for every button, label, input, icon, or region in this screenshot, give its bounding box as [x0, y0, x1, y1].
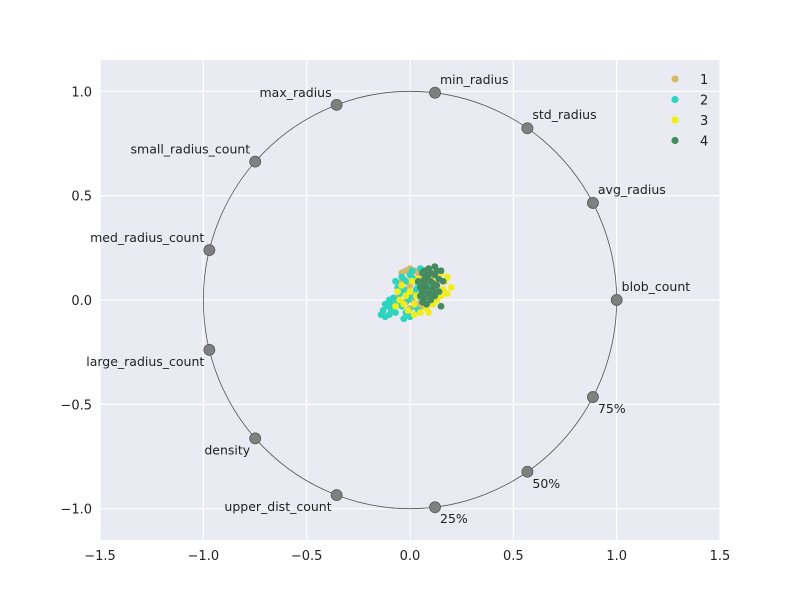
data-point-series-4	[423, 300, 430, 308]
data-point-series-3	[410, 311, 418, 319]
data-point-series-4	[421, 275, 428, 283]
anchor-point	[429, 86, 441, 99]
anchor-label: 50%	[532, 476, 560, 491]
anchor-label: large_radius_count	[86, 354, 204, 369]
data-point-series-3	[394, 288, 401, 296]
anchor-label: density	[204, 442, 250, 457]
x-tick-label: 1.5	[710, 549, 731, 564]
anchor-point	[249, 432, 262, 445]
data-point-series-4	[437, 302, 445, 310]
data-point-series-2	[377, 311, 385, 319]
data-point-series-3	[402, 292, 410, 300]
legend-marker-4	[671, 136, 679, 145]
data-point-series-3	[443, 273, 451, 281]
x-tick-label: −1.0	[188, 549, 220, 564]
anchor-point	[203, 244, 216, 257]
x-tick-label: −0.5	[291, 549, 323, 564]
anchor-label: max_radius	[259, 85, 331, 100]
data-point-series-3	[443, 290, 451, 298]
data-point-series-3	[425, 309, 432, 316]
x-tick-label: 0.5	[503, 549, 524, 564]
x-axis-ticks: −1.5 −1.0 −0.5 0.0 0.5 1.0 1.5	[84, 549, 730, 564]
data-point-series-2	[408, 267, 416, 275]
anchor-label: upper_dist_count	[224, 499, 331, 514]
anchor-label: 75%	[598, 401, 626, 416]
data-point-series-3	[398, 281, 406, 289]
anchor-point	[587, 391, 599, 403]
anchor-point	[521, 465, 534, 478]
anchor-label: small_radius_count	[131, 142, 251, 157]
data-point-series-3	[410, 300, 418, 308]
y-tick-label: −0.5	[60, 398, 92, 413]
x-tick-label: 0.0	[400, 549, 421, 564]
y-axis-ticks: 1.0 0.5 0.0 −0.5 −1.0	[60, 85, 92, 517]
legend: 1 2 3 4	[671, 73, 708, 150]
anchor-point	[521, 122, 534, 135]
data-point-series-4	[421, 267, 428, 275]
data-point-series-2	[385, 296, 393, 304]
x-tick-label: 1.0	[606, 549, 627, 564]
y-tick-label: −1.0	[60, 503, 92, 518]
data-point-series-3	[400, 300, 408, 308]
legend-marker-3	[671, 116, 679, 124]
data-point-series-3	[416, 309, 424, 316]
data-point-series-3	[408, 277, 416, 285]
anchor-label: min_radius	[440, 72, 508, 87]
legend-label: 3	[700, 114, 708, 129]
legend-marker-2	[671, 95, 679, 104]
data-point-series-4	[439, 277, 447, 285]
y-tick-label: 0.0	[71, 294, 92, 309]
legend-label: 4	[700, 135, 708, 150]
data-point-series-3	[447, 284, 455, 291]
x-tick-label: −1.5	[84, 549, 116, 564]
data-point-series-2	[392, 277, 399, 285]
anchor-point	[587, 197, 599, 209]
legend-label: 2	[700, 94, 708, 109]
anchor-point	[330, 98, 343, 111]
anchor-point	[203, 343, 216, 356]
data-point-series-4	[423, 284, 430, 291]
anchor-point	[249, 155, 262, 168]
anchor-point	[429, 501, 441, 514]
data-point-series-2	[381, 300, 389, 308]
data-point-series-4	[427, 269, 435, 277]
anchor-label: avg_radius	[598, 182, 666, 197]
data-point-series-3	[406, 288, 414, 296]
anchor-label: std_radius	[532, 107, 596, 122]
data-point-series-2	[398, 273, 406, 281]
anchor-label: med_radius_count	[90, 230, 204, 245]
data-point-series-4	[435, 288, 443, 296]
anchor-label: blob_count	[622, 279, 691, 294]
data-point-series-4	[427, 296, 435, 304]
legend-marker-1	[671, 75, 679, 83]
data-point-series-4	[431, 263, 439, 271]
y-tick-label: 1.0	[71, 85, 92, 100]
y-tick-label: 0.5	[71, 190, 92, 205]
data-point-series-2	[388, 307, 395, 314]
scatter-points	[377, 263, 455, 323]
data-point-series-3	[404, 307, 412, 314]
data-point-series-4	[429, 290, 437, 298]
data-point-series-2	[400, 315, 408, 323]
feature-anchors: blob_count avg_radius std_radius min_radius…	[86, 72, 690, 526]
anchor-point	[610, 294, 623, 306]
data-point-series-4	[416, 292, 424, 300]
data-point-series-4	[414, 277, 422, 285]
anchor-point	[330, 489, 343, 502]
data-point-series-3	[396, 296, 404, 304]
legend-label: 1	[700, 73, 708, 88]
data-point-series-3	[392, 302, 399, 310]
data-point-series-2	[402, 277, 410, 285]
anchor-label: 25%	[440, 511, 468, 526]
data-point-series-4	[429, 279, 437, 287]
